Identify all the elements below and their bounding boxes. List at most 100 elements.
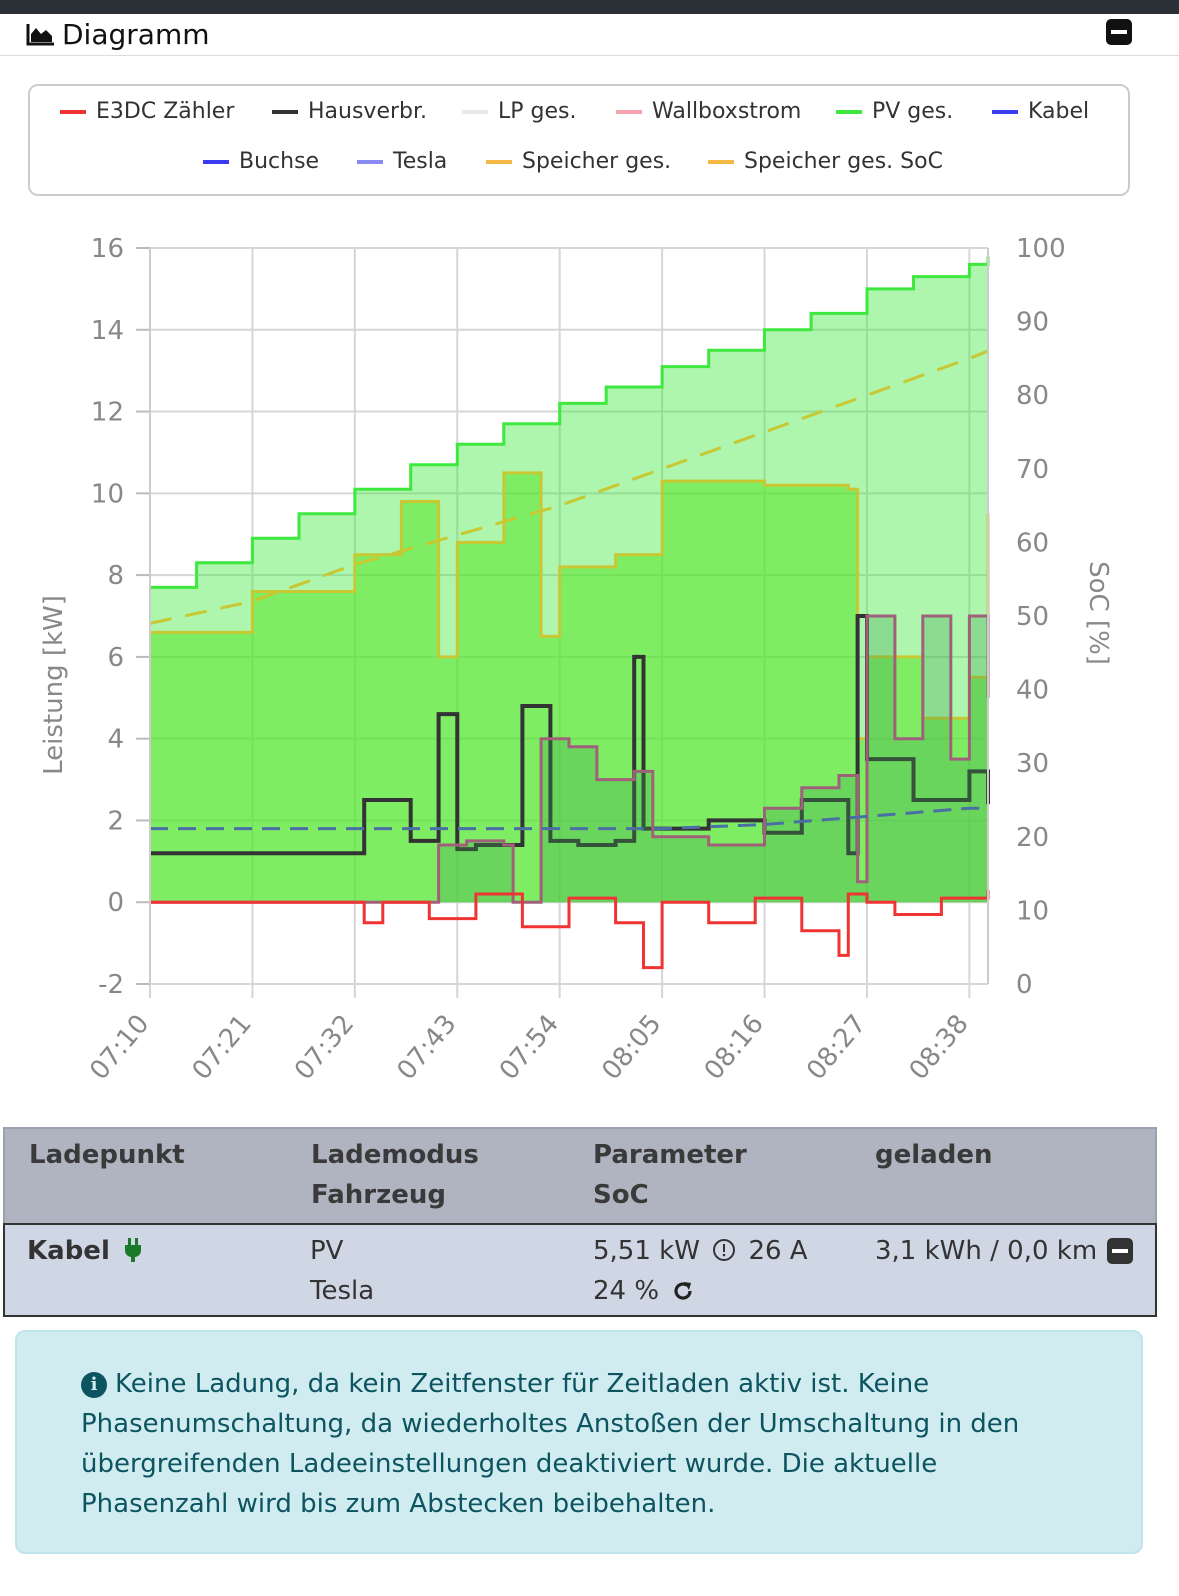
legend-swatch — [992, 110, 1018, 114]
series-line-speicher-ges-soc — [149, 349, 989, 625]
legend-swatch — [60, 110, 86, 114]
y-tick-label: 12 — [91, 398, 124, 428]
y-axis-label: Leistung [kW] — [39, 595, 69, 775]
refresh-icon[interactable] — [671, 1279, 695, 1303]
y2-tick-label: 10 — [1016, 896, 1049, 926]
legend-label: PV ges. — [872, 99, 954, 124]
power-value: 5,51 kW — [593, 1236, 700, 1266]
y-tick-label: 8 — [107, 561, 124, 591]
legend-swatch — [708, 160, 734, 164]
lademodus-value[interactable]: PV — [310, 1236, 344, 1266]
legend-label: Speicher ges. — [522, 149, 672, 174]
legend-swatch — [836, 110, 862, 114]
y2-tick-label: 100 — [1016, 234, 1066, 264]
row-collapse-button[interactable] — [1107, 1238, 1133, 1264]
y2-tick-label: 80 — [1016, 381, 1049, 411]
header-ladepunkt: Ladepunkt — [29, 1140, 185, 1170]
series-line-kabel — [150, 806, 988, 831]
legend-item[interactable]: Speicher ges. SoC — [708, 149, 943, 174]
area-chart-icon — [26, 24, 54, 46]
x-tick-label: 08:27 — [801, 1009, 872, 1086]
y2-tick-label: 20 — [1016, 823, 1049, 853]
x-tick-label: 08:16 — [699, 1009, 770, 1086]
power-chart: 1614121086420-2100908070605040302010007:… — [39, 234, 1113, 1086]
y2-tick-label: 40 — [1016, 676, 1049, 706]
series-line-wallboxstrom — [150, 614, 990, 904]
legend-item[interactable]: LP ges. — [462, 99, 576, 124]
series-line-pv-ges- — [150, 256, 990, 589]
legend-swatch — [357, 160, 383, 164]
chart-series-layer — [149, 256, 990, 970]
x-tick-label: 07:21 — [187, 1009, 258, 1086]
y-tick-label: 6 — [107, 643, 124, 673]
card-header: Diagramm — [0, 14, 1179, 56]
y-tick-label: 4 — [107, 725, 124, 755]
legend-label: Wallboxstrom — [652, 99, 802, 124]
series-area-wallboxstrom — [150, 616, 988, 903]
chart-legend: E3DC Zähler Hausverbr. LP ges. Wallboxst… — [28, 84, 1130, 196]
legend-label: Kabel — [1028, 99, 1090, 124]
info-message: i Keine Ladung, da kein Zeitfenster für Z… — [81, 1364, 1081, 1524]
top-bar — [0, 0, 1179, 14]
ladepunkt-name-text: Kabel — [27, 1236, 110, 1266]
y-tick-label: 14 — [91, 316, 124, 346]
legend-item[interactable]: Buchse — [203, 149, 319, 174]
x-tick-label: 07:10 — [84, 1009, 155, 1086]
ladepunkt-name[interactable]: Kabel — [27, 1231, 143, 1271]
series-line-speicher-ges- — [150, 471, 990, 741]
legend-label: Buchse — [239, 149, 320, 174]
y-tick-label: 0 — [107, 888, 124, 918]
y2-tick-label: 0 — [1016, 970, 1033, 1000]
clock-icon — [713, 1239, 736, 1261]
x-tick-label: 08:38 — [904, 1009, 975, 1086]
x-tick-label: 08:05 — [596, 1009, 667, 1086]
header-parameter: Parameter — [593, 1140, 747, 1170]
header-geladen: geladen — [875, 1140, 993, 1170]
header-lademodus: Lademodus — [311, 1140, 479, 1170]
card-title: Diagramm — [62, 18, 210, 51]
x-tick-label: 07:54 — [494, 1009, 565, 1086]
legend-label: Speicher ges. SoC — [744, 149, 943, 174]
header-soc: SoC — [593, 1180, 649, 1210]
series-area-speicher-ges- — [150, 472, 988, 903]
header-fahrzeug: Fahrzeug — [311, 1180, 447, 1210]
legend-item[interactable]: E3DC Zähler — [60, 99, 234, 124]
legend-swatch — [486, 160, 512, 164]
soc-value: 24 % — [593, 1276, 660, 1306]
legend-swatch — [203, 160, 229, 164]
y2-tick-label: 90 — [1016, 308, 1049, 338]
legend-swatch — [616, 110, 642, 114]
fahrzeug-value[interactable]: Tesla — [310, 1276, 375, 1306]
ladepunkt-row[interactable]: Kabel PV Tesla 5,51 kW 26 A 24 % 3,1 kWh… — [3, 1223, 1157, 1317]
y2-tick-label: 30 — [1016, 749, 1049, 779]
legend-swatch — [462, 110, 488, 114]
y2-tick-label: 50 — [1016, 602, 1049, 632]
collapse-button[interactable] — [1106, 19, 1132, 45]
current-value: 26 A — [748, 1236, 808, 1266]
info-circle-icon: i — [81, 1372, 107, 1398]
geladen-value: 3,1 kWh / 0,0 km — [875, 1236, 1098, 1266]
y-tick-label: 16 — [91, 234, 124, 264]
series-line-hausverbr- — [150, 614, 990, 856]
legend-label: Hausverbr. — [308, 99, 428, 124]
legend-item[interactable]: PV ges. — [836, 99, 953, 124]
legend-label: Tesla — [393, 149, 448, 174]
legend-item[interactable]: Kabel — [992, 99, 1089, 124]
y-tick-label: 10 — [91, 479, 124, 509]
y2-tick-label: 70 — [1016, 455, 1049, 485]
info-text: Keine Ladung, da kein Zeitfenster für Ze… — [81, 1369, 1020, 1519]
y2-tick-label: 60 — [1016, 528, 1049, 558]
ladepunkt-table-header: Ladepunkt Lademodus Fahrzeug Parameter S… — [3, 1127, 1157, 1223]
series-line-e3dc-zähler — [150, 890, 990, 970]
legend-item[interactable]: Tesla — [357, 149, 447, 174]
x-tick-label: 07:32 — [289, 1009, 360, 1086]
legend-label: E3DC Zähler — [96, 99, 235, 124]
x-tick-label: 07:43 — [391, 1009, 462, 1086]
y2-axis-label: SoC [%] — [1083, 561, 1113, 665]
info-alert: i Keine Ladung, da kein Zeitfenster für Z… — [15, 1330, 1143, 1554]
legend-item[interactable]: Speicher ges. — [486, 149, 671, 174]
y-tick-label: 2 — [107, 806, 124, 836]
legend-item[interactable]: Wallboxstrom — [616, 99, 801, 124]
legend-label: LP ges. — [498, 99, 577, 124]
legend-item[interactable]: Hausverbr. — [272, 99, 427, 124]
